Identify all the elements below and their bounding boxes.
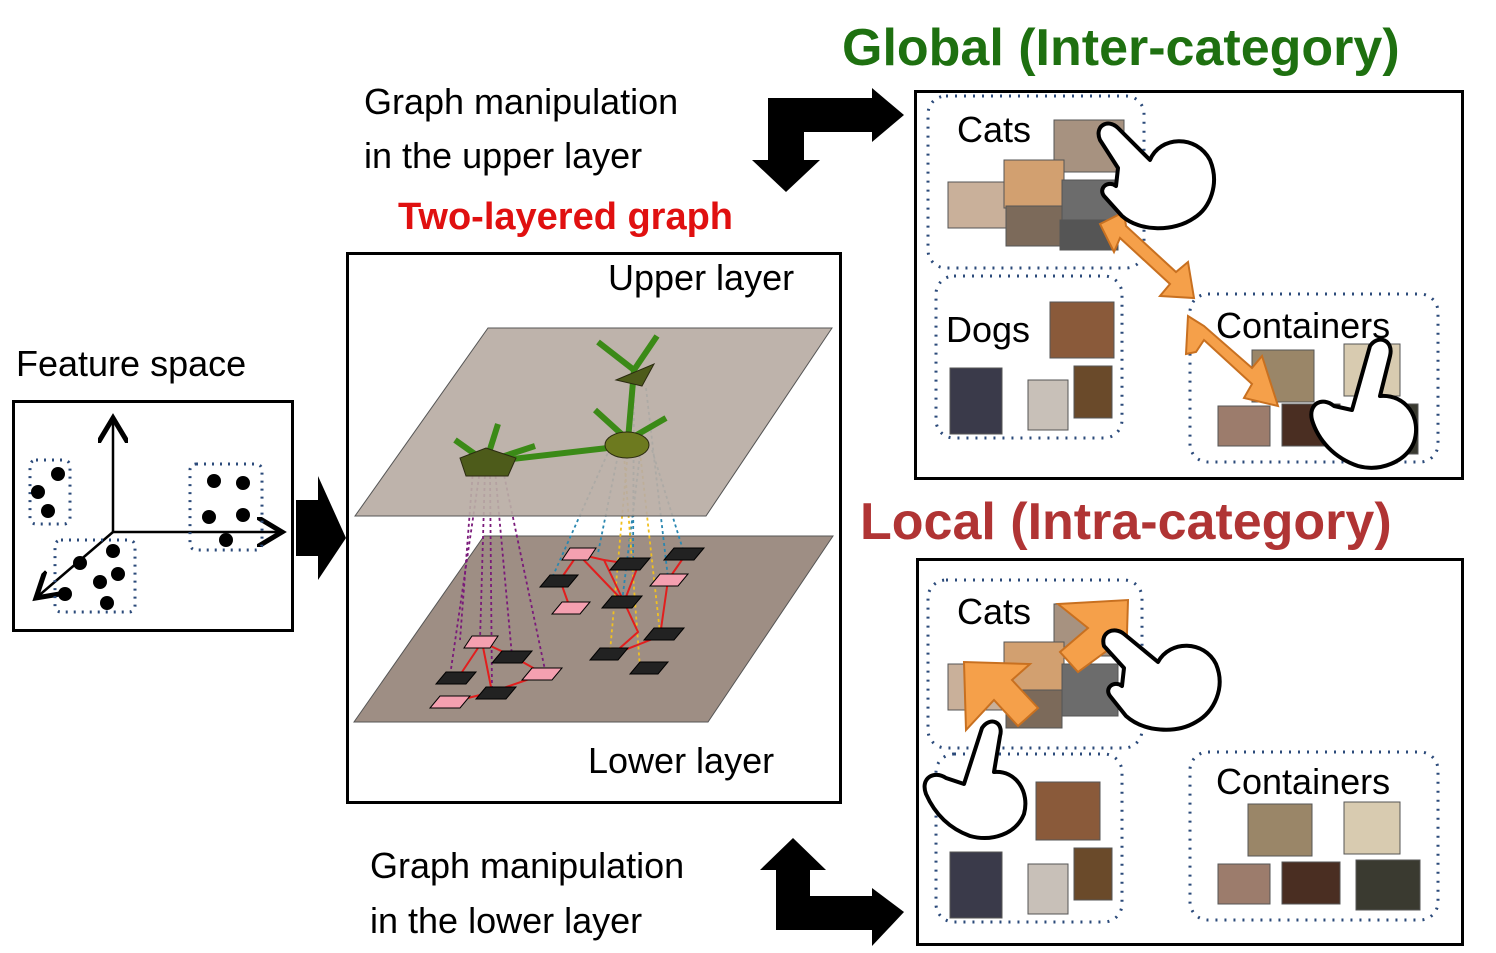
global-cats-group	[926, 94, 1146, 270]
lower-layer-label: Lower layer	[588, 740, 775, 781]
lower-graph	[428, 547, 706, 709]
local-dogs-group	[934, 752, 1124, 924]
upper-manipulation-line1: Graph manipulation	[364, 81, 679, 122]
lower-elbow-arrow-icon	[760, 838, 904, 946]
feature-space-label: Feature space	[16, 343, 247, 384]
upper-graph	[453, 334, 668, 477]
local-containers-group	[1188, 750, 1440, 922]
lower-manipulation-line2: in the lower layer	[370, 900, 643, 941]
ellipse-node	[604, 431, 650, 459]
global-containers-group	[1188, 292, 1440, 464]
global-dogs-label: Dogs	[946, 309, 1031, 350]
feature-clusters	[28, 458, 264, 614]
upper-manipulation-line2: in the upper layer	[364, 135, 643, 176]
local-containers-label: Containers	[1216, 761, 1391, 802]
two-layered-title: Two-layered graph	[398, 196, 734, 238]
local-heading: Local (Intra-category)	[860, 493, 1392, 551]
orange-double-arrow-icon	[962, 598, 1130, 733]
local-cats-label: Cats	[957, 591, 1032, 632]
lower-plane	[353, 535, 834, 723]
global-cats-label: Cats	[957, 109, 1032, 150]
lower-manipulation-line1: Graph manipulation	[370, 845, 685, 886]
upper-elbow-arrow-icon	[752, 88, 904, 192]
global-heading: Global (Inter-category)	[842, 19, 1400, 77]
arrow-icon	[296, 476, 346, 580]
pentagon-node	[459, 447, 517, 477]
global-containers-label: Containers	[1216, 305, 1391, 346]
triangle-node	[614, 362, 656, 387]
orange-double-arrow-icon	[1098, 210, 1280, 408]
pointing-hand-icon	[922, 121, 1418, 840]
upper-layer-label: Upper layer	[608, 257, 795, 298]
